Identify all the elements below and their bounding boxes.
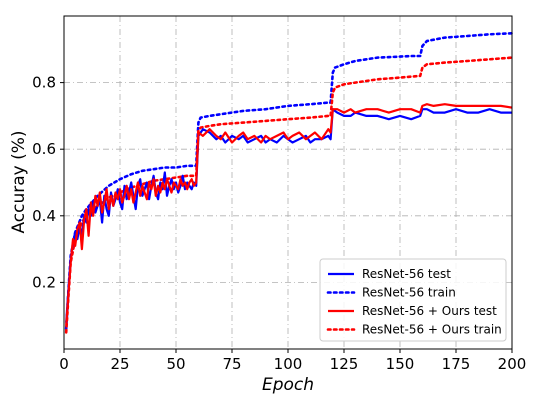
y-tick-label: 0.6 (32, 140, 56, 158)
legend-box (319, 258, 507, 342)
legend-label: ResNet-56 + Ours train (362, 323, 502, 337)
legend-label: ResNet-56 + Ours test (362, 304, 497, 318)
y-tick-label: 0.2 (32, 273, 56, 291)
x-tick-label: 25 (110, 355, 129, 373)
x-axis-title: Epoch (262, 375, 314, 395)
legend-label: ResNet-56 test (362, 267, 451, 281)
y-axis: 0.2 0.4 0.6 0.8 (32, 74, 64, 291)
series-line-resnet-56-ours-train (64, 56, 514, 334)
y-axis-title: Accuray (%) (9, 130, 29, 233)
x-tick-label: 0 (59, 355, 69, 373)
x-tick-label: 50 (166, 355, 185, 373)
x-tick-label: 175 (442, 355, 471, 373)
series-line-resnet-56-ours-test (65, 103, 513, 326)
y-tick-label: 0.4 (32, 207, 56, 225)
x-tick-label: 125 (330, 355, 359, 373)
x-axis: 0 25 50 75 100 125 150 175 200 (59, 349, 526, 373)
x-tick-label: 200 (498, 355, 527, 373)
series-line-resnet-56-train (64, 31, 514, 331)
x-tick-label: 150 (386, 355, 415, 373)
y-tick-label: 0.8 (32, 74, 56, 92)
legend-label: ResNet-56 train (362, 286, 456, 300)
x-tick-label: 100 (274, 355, 303, 373)
series-group (64, 31, 514, 334)
x-tick-label: 75 (222, 355, 241, 373)
legend: ResNet-56 test ResNet-56 train ResNet-56 +… (319, 258, 507, 342)
